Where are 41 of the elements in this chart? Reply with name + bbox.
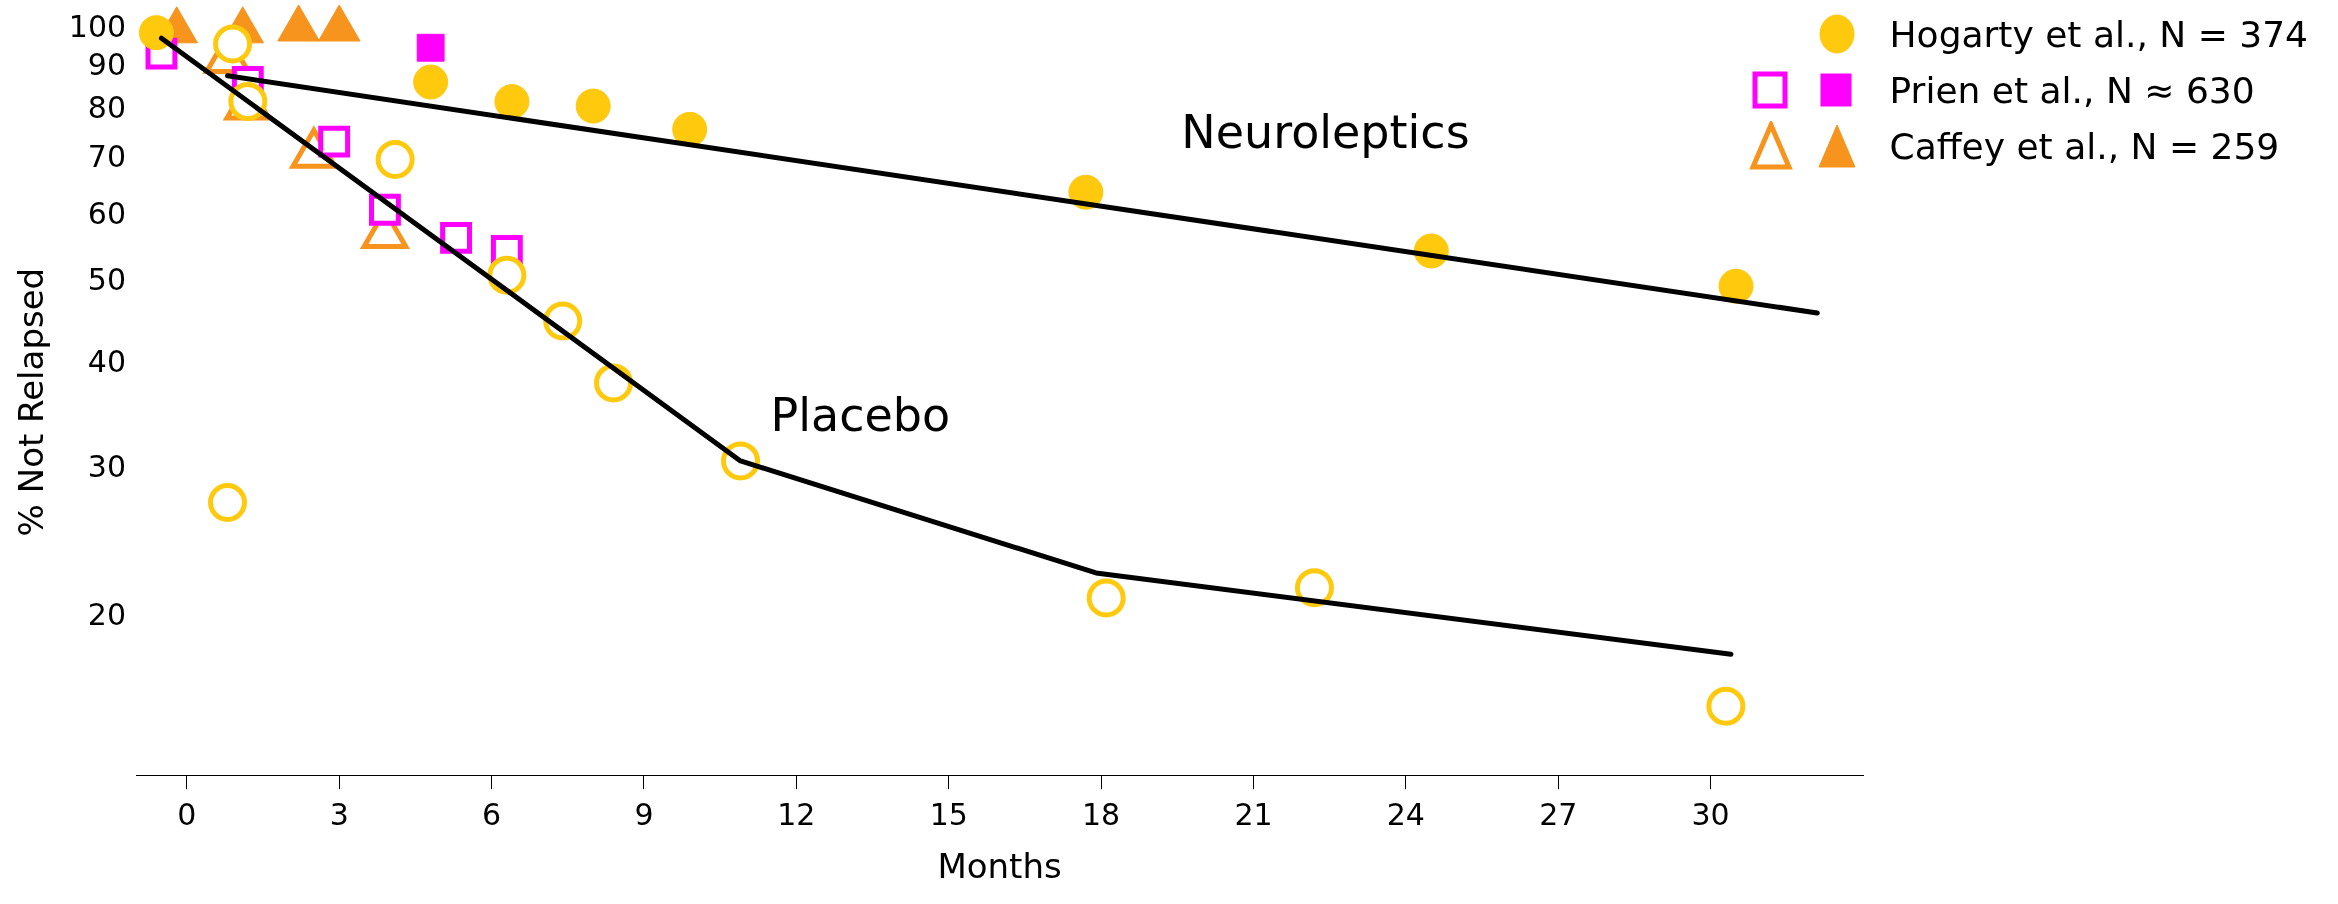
series-label: Placebo xyxy=(770,387,951,442)
x-tick-label: 30 xyxy=(1691,797,1730,832)
point xyxy=(318,125,351,158)
y-tick-label: 50 xyxy=(87,262,127,298)
point xyxy=(1718,268,1754,304)
point xyxy=(494,84,530,120)
y-tick-label: 60 xyxy=(87,195,127,231)
x-tick-label: 0 xyxy=(177,797,197,832)
y-tick-label: 100 xyxy=(68,8,127,44)
legend-label: Caffey et al., N = 259 xyxy=(1889,125,2280,167)
x-tick-label: 15 xyxy=(929,797,968,832)
point xyxy=(416,33,445,62)
point xyxy=(440,221,472,254)
legend-label: Prien et al., N ≈ 630 xyxy=(1889,69,2255,111)
point xyxy=(575,88,611,124)
legend-label: Hogarty et al., N = 374 xyxy=(1889,13,2308,55)
point xyxy=(207,483,247,522)
point xyxy=(138,15,174,51)
x-tick-label: 6 xyxy=(482,797,502,832)
y-axis-title: % Not Relapsed xyxy=(11,267,52,537)
y-tick-label: 20 xyxy=(87,597,127,633)
x-axis-title: Months xyxy=(937,846,1062,887)
point xyxy=(413,64,449,100)
point xyxy=(375,139,415,179)
y-tick-label: 70 xyxy=(87,139,127,175)
point xyxy=(1706,686,1746,726)
point xyxy=(1086,578,1126,618)
point xyxy=(213,24,253,64)
series-label: Neuroleptics xyxy=(1181,105,1470,160)
x-tick-label: 27 xyxy=(1539,797,1578,832)
x-tick-label: 18 xyxy=(1082,797,1121,832)
y-tick-label: 90 xyxy=(87,47,127,83)
x-tick-label: 12 xyxy=(777,797,816,832)
x-tick-label: 21 xyxy=(1234,797,1273,832)
point xyxy=(672,111,708,147)
y-tick-label: 40 xyxy=(87,343,127,379)
x-tick-label: 3 xyxy=(329,797,349,832)
x-tick-label: 24 xyxy=(1386,797,1425,832)
y-tick-label: 80 xyxy=(87,90,127,126)
y-tick-label: 30 xyxy=(87,449,127,485)
x-tick-label: 9 xyxy=(634,797,654,832)
